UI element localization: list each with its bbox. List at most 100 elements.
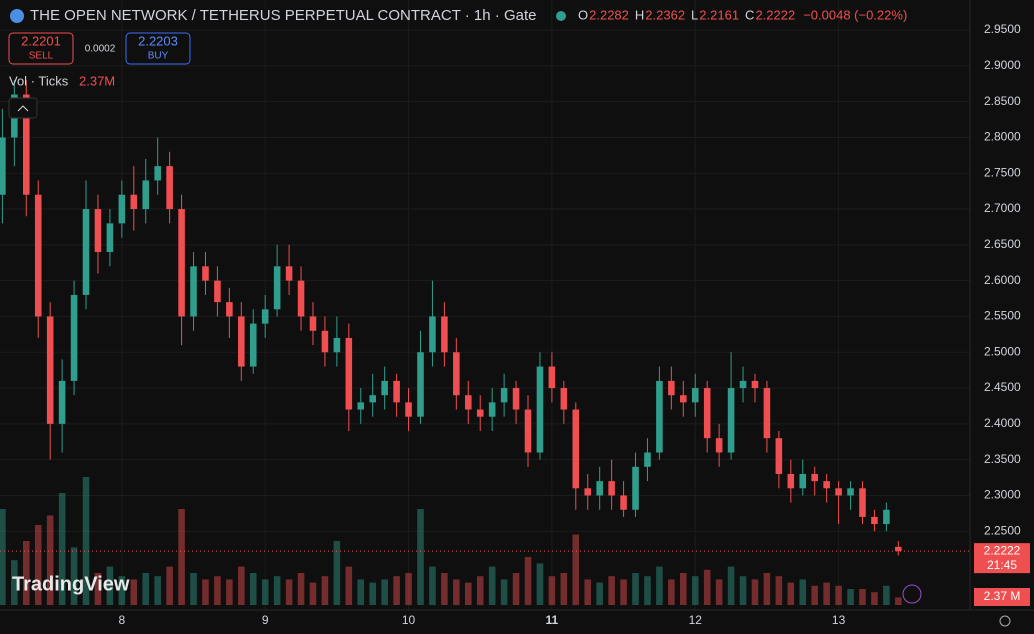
- volume-bar: [620, 579, 627, 605]
- spread: 0.0002: [85, 44, 116, 55]
- candle-body: [859, 488, 866, 517]
- candle-body: [464, 395, 472, 410]
- x-tick-label: 9: [262, 613, 269, 627]
- volume-bar: [691, 576, 699, 605]
- candle-body: [441, 316, 448, 353]
- volume-bar: [357, 579, 365, 605]
- volume-bar: [34, 525, 42, 605]
- volume-bar: [261, 579, 269, 605]
- volume-bar: [680, 573, 687, 605]
- candle-body: [488, 402, 496, 417]
- volume-bar: [453, 579, 460, 605]
- volume-bar: [512, 573, 520, 605]
- volume-bar: [895, 597, 902, 605]
- y-tick-label: 2.4000: [984, 416, 1021, 430]
- volume-bar: [500, 579, 508, 605]
- volume-bar: [775, 576, 783, 605]
- candle-body: [46, 316, 54, 424]
- x-tick-label: 12: [689, 613, 703, 627]
- ohlc-value: 2.2362: [645, 7, 685, 22]
- candle-body: [166, 166, 173, 210]
- candle-body: [620, 495, 627, 510]
- candle-body: [369, 395, 376, 403]
- volume-bar: [11, 560, 18, 605]
- volume-bar: [130, 579, 138, 605]
- volume-bar: [488, 566, 496, 605]
- volume-bar: [823, 582, 830, 605]
- y-tick-label: 2.7000: [984, 201, 1021, 215]
- ohlc-letter: O: [578, 7, 588, 22]
- sell-label: SELL: [29, 51, 54, 62]
- status-dot: [556, 11, 566, 21]
- volume-bar: [309, 582, 317, 605]
- ohlc-letter: C: [745, 7, 754, 22]
- volume-bar: [82, 477, 90, 605]
- grid: [0, 0, 970, 610]
- candle-body: [273, 266, 281, 310]
- volume-bar: [548, 576, 556, 605]
- y-tick-label: 2.6500: [984, 237, 1021, 251]
- volume-bar: [703, 569, 711, 605]
- volume-bar: [787, 582, 795, 605]
- volume-bar: [883, 585, 890, 605]
- candle-body: [261, 309, 269, 324]
- volume-bar: [799, 579, 807, 605]
- sell-price: 2.2201: [21, 33, 61, 48]
- volume-bar: [715, 579, 723, 605]
- volume-bar: [202, 579, 209, 605]
- ohlc-value: 2.2161: [699, 7, 739, 22]
- volume-bar: [369, 582, 376, 605]
- volume-bar: [285, 579, 293, 605]
- volume-bar: [668, 579, 675, 605]
- volume-bar: [727, 566, 735, 605]
- candle-body: [82, 209, 90, 295]
- volume-bar: [393, 576, 400, 605]
- y-tick-label: 2.5500: [984, 309, 1021, 323]
- buy-price: 2.2203: [138, 33, 178, 48]
- volume-bar: [178, 509, 185, 605]
- buy-button[interactable]: [125, 32, 191, 65]
- candle-body: [393, 380, 400, 403]
- candle-body: [668, 380, 675, 396]
- x-tick-label: 8: [119, 613, 126, 627]
- candle-body: [572, 409, 580, 489]
- volume-bar: [0, 509, 6, 605]
- volume-bar: [273, 576, 281, 605]
- ohlc-letter: H: [635, 7, 644, 22]
- collapse-icon: [17, 105, 29, 112]
- sell-button[interactable]: [8, 32, 74, 65]
- volume-bar: [321, 576, 329, 605]
- volume-bar: [405, 573, 412, 605]
- y-tick-label: 2.9500: [984, 22, 1021, 36]
- flash-icon[interactable]: [902, 584, 922, 604]
- volume-layer: [0, 477, 902, 605]
- volume-bar: [476, 576, 484, 605]
- collapse-button[interactable]: [8, 97, 38, 119]
- candle-body: [118, 194, 126, 224]
- candle-body: [787, 473, 795, 489]
- volume-bar: [572, 534, 580, 605]
- settings-icon[interactable]: [999, 615, 1011, 627]
- volume-bar: [238, 566, 245, 605]
- volume-bar: [22, 541, 30, 605]
- candle-body: [321, 330, 329, 353]
- symbol-icon: [10, 9, 24, 23]
- candle-body: [34, 194, 42, 317]
- candle-body: [727, 388, 735, 453]
- candle-body: [835, 488, 842, 496]
- candle-body: [190, 266, 197, 317]
- volume-bar: [608, 576, 615, 605]
- volume-bar: [70, 547, 78, 605]
- candle-body: [178, 209, 185, 317]
- volume-value: 2.37M: [79, 73, 115, 88]
- volume-bar: [142, 573, 150, 605]
- volume-title: Vol · Ticks: [9, 73, 69, 88]
- candle-body: [142, 180, 150, 210]
- y-tick-label: 2.8500: [984, 94, 1021, 108]
- candle-body: [739, 380, 747, 389]
- candle-body: [333, 337, 341, 353]
- volume-bar: [381, 579, 388, 605]
- candle-body: [476, 409, 484, 417]
- y-tick-label: 2.4500: [984, 380, 1021, 394]
